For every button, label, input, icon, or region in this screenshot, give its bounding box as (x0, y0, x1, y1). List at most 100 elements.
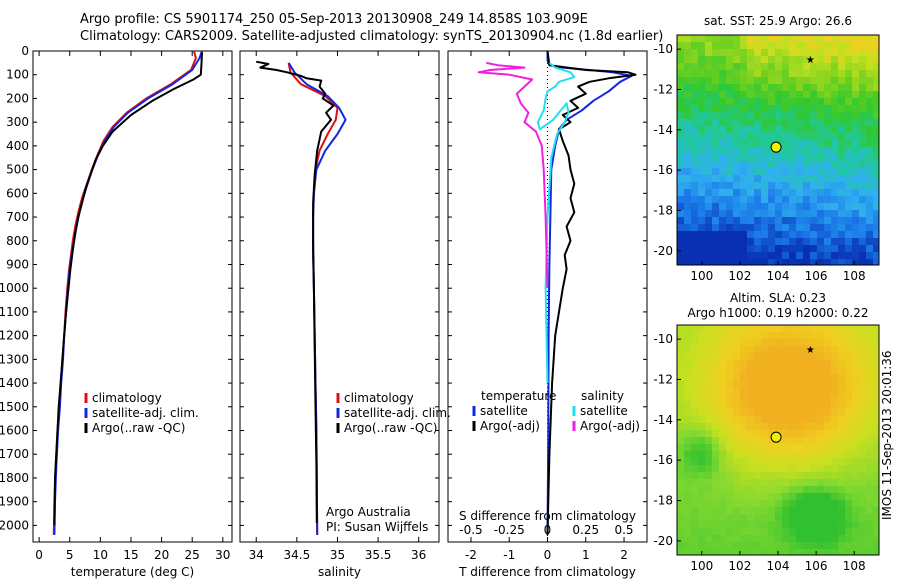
sst-map-cell (761, 42, 769, 50)
sst-map-cell (733, 35, 741, 43)
sla-map-cell (831, 402, 839, 410)
sst-map-cell (845, 168, 853, 176)
sst-map-cell (775, 98, 783, 106)
sst-map-cell (754, 112, 762, 120)
sla-map-cell (677, 395, 685, 403)
sst-map-cell (712, 245, 720, 253)
sla-map-cell (691, 423, 699, 431)
sst-map-cell (761, 175, 769, 183)
sla-map-cell (775, 535, 783, 543)
sla-map-cell (866, 416, 874, 424)
sst-map-cell (866, 56, 874, 64)
sla-map-cell (740, 402, 748, 410)
sla-map-cell (712, 486, 720, 494)
sla-map-cell (866, 374, 874, 382)
sst-map-cell (803, 210, 811, 218)
sla-map-cell (698, 388, 706, 396)
sst-map-cell (817, 259, 825, 265)
sla-map-cell (817, 528, 825, 536)
sla-map-cell (859, 549, 867, 555)
sla-map-cell (747, 402, 755, 410)
sla-map-cell (698, 535, 706, 543)
sst-map-cell (845, 210, 853, 218)
sst-map-cell (845, 252, 853, 260)
sst-map-cell (733, 105, 741, 113)
sst-map-cell (712, 189, 720, 197)
sst-map-cell (789, 203, 797, 211)
sst-map-cell (789, 84, 797, 92)
sla-map-cell (740, 346, 748, 354)
sst-map-cell (761, 224, 769, 232)
sst-map-cell (831, 210, 839, 218)
sst-map-cell (824, 203, 832, 211)
sst-map-cell (845, 112, 853, 120)
sla-map-cell (754, 451, 762, 459)
sla-map-cell (789, 521, 797, 529)
sst-map-cell (838, 112, 846, 120)
sla-map-cell (782, 528, 790, 536)
sla-map-cell (698, 339, 706, 347)
sla-map-cell (768, 437, 776, 445)
sla-map-cell (719, 528, 727, 536)
sst-map-cell (705, 245, 713, 253)
sla-map-cell (803, 479, 811, 487)
sla-map-cell (831, 430, 839, 438)
difference-legend-header: salinity (581, 389, 624, 403)
sla-map-cell (859, 521, 867, 529)
sst-map-cell (796, 168, 804, 176)
sla-map-cell (719, 472, 727, 480)
sla-map-cell (845, 332, 853, 340)
sla-map-cell (761, 423, 769, 431)
sst-map-cell (782, 252, 790, 260)
sla-map-cell (859, 402, 867, 410)
sla-map-cell (754, 507, 762, 515)
sla-map-cell (768, 465, 776, 473)
sla-map-cell (677, 423, 685, 431)
sla-map-cell (761, 346, 769, 354)
sst-map-cell (789, 140, 797, 148)
sst-map-cell (677, 161, 685, 169)
sst-map-cell (824, 147, 832, 155)
depth-tick-label: 500 (6, 163, 29, 177)
sst-map-cell (698, 84, 706, 92)
sst-map-cell (866, 133, 874, 141)
sst-map-cell (677, 63, 685, 71)
sla-map-cell (677, 437, 685, 445)
sla-map-cell (845, 444, 853, 452)
sla-map-cell (866, 437, 874, 445)
sla-map-cell (866, 472, 874, 480)
sst-map-cell (838, 35, 846, 43)
sst-map-cell (726, 203, 734, 211)
sst-map-cell (733, 259, 741, 265)
sla-map-cell (873, 444, 879, 452)
sst-map-cell (719, 231, 727, 239)
sla-map-cell (684, 549, 692, 555)
sst-map-cell (782, 63, 790, 71)
sst-map-cell (824, 63, 832, 71)
sla-map-cell (768, 360, 776, 368)
sla-map-cell (824, 395, 832, 403)
sla-map-cell (845, 479, 853, 487)
sst-map-cell (698, 189, 706, 197)
sst-map-cell (824, 210, 832, 218)
sst-map-cell (789, 175, 797, 183)
sst-map-cell (684, 154, 692, 162)
sla-map-cell (712, 353, 720, 361)
sla-map-cell (873, 374, 879, 382)
sla-map-cell (775, 388, 783, 396)
sla-map-cell (698, 486, 706, 494)
sst-map-cell (845, 84, 853, 92)
sla-map-cell (754, 444, 762, 452)
sst-map-cell (761, 203, 769, 211)
sla-map-cell (845, 367, 853, 375)
sla-map-cell (684, 374, 692, 382)
sla-map-cell (852, 402, 860, 410)
sla-map-cell (698, 367, 706, 375)
sla-map-cell (754, 325, 762, 333)
sst-map-cell (740, 252, 748, 260)
sst-map-cell (859, 154, 867, 162)
sla-map-cell (859, 500, 867, 508)
sla-map-cell (845, 374, 853, 382)
sla-map-cell (719, 346, 727, 354)
sla-map-cell (726, 402, 734, 410)
